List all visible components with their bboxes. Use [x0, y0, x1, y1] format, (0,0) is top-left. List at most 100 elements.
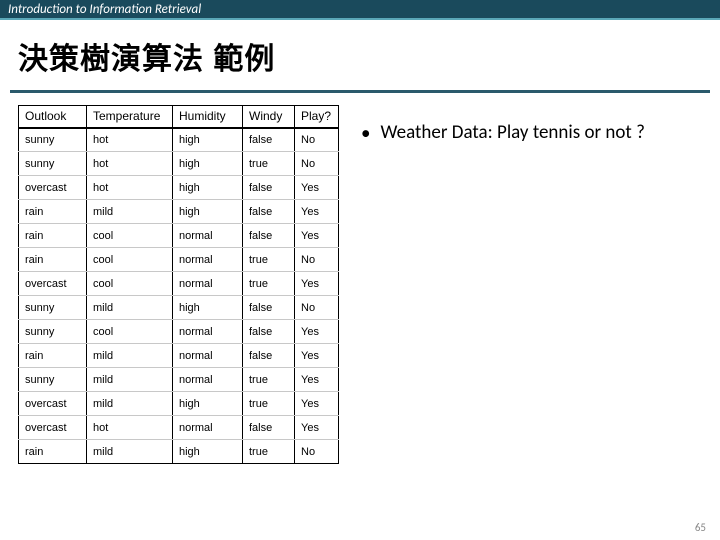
content-area: OutlookTemperatureHumidityWindyPlay? sun…	[0, 93, 720, 464]
table-cell: sunny	[19, 128, 87, 152]
table-cell: cool	[87, 224, 173, 248]
table-cell: normal	[173, 368, 243, 392]
table-cell: true	[243, 272, 295, 296]
table-cell: high	[173, 392, 243, 416]
table-row: sunnymildnormaltrueYes	[19, 368, 339, 392]
table-cell: Yes	[295, 344, 339, 368]
table-body: sunnyhothighfalseNosunnyhothightrueNoove…	[19, 128, 339, 464]
table-head: OutlookTemperatureHumidityWindyPlay?	[19, 106, 339, 128]
table-row: sunnycoolnormalfalseYes	[19, 320, 339, 344]
table-cell: false	[243, 200, 295, 224]
table-cell: normal	[173, 224, 243, 248]
table-row: overcasthotnormalfalseYes	[19, 416, 339, 440]
table-header-cell: Humidity	[173, 106, 243, 128]
table-cell: normal	[173, 272, 243, 296]
header-bar: Introduction to Information Retrieval	[0, 0, 720, 20]
table-cell: cool	[87, 272, 173, 296]
weather-table: OutlookTemperatureHumidityWindyPlay? sun…	[18, 105, 339, 464]
table-cell: No	[295, 296, 339, 320]
slide-title: 決策樹演算法 範例	[18, 34, 702, 78]
table-cell: sunny	[19, 368, 87, 392]
title-area: 決策樹演算法 範例	[0, 20, 720, 84]
table-cell: hot	[87, 416, 173, 440]
table-cell: rain	[19, 200, 87, 224]
table-cell: No	[295, 248, 339, 272]
table-cell: rain	[19, 248, 87, 272]
table-cell: overcast	[19, 272, 87, 296]
table-cell: true	[243, 248, 295, 272]
bullet-area: • Weather Data: Play tennis or not ?	[361, 105, 702, 464]
table-cell: hot	[87, 176, 173, 200]
table-cell: Yes	[295, 200, 339, 224]
bullet-item: • Weather Data: Play tennis or not ?	[361, 121, 702, 146]
table-cell: false	[243, 320, 295, 344]
table-cell: overcast	[19, 392, 87, 416]
table-cell: false	[243, 296, 295, 320]
table-cell: normal	[173, 248, 243, 272]
table-cell: Yes	[295, 392, 339, 416]
table-row: overcasthothighfalseYes	[19, 176, 339, 200]
table-cell: high	[173, 176, 243, 200]
table-header-cell: Windy	[243, 106, 295, 128]
table-cell: mild	[87, 200, 173, 224]
table-cell: cool	[87, 320, 173, 344]
table-cell: false	[243, 344, 295, 368]
bullet-dot-icon: •	[361, 121, 370, 146]
bullet-text: Weather Data: Play tennis or not ?	[380, 121, 644, 146]
table-cell: overcast	[19, 176, 87, 200]
table-row: raincoolnormaltrueNo	[19, 248, 339, 272]
table-cell: No	[295, 440, 339, 464]
table-cell: high	[173, 128, 243, 152]
table-row: sunnymildhighfalseNo	[19, 296, 339, 320]
table-header-cell: Outlook	[19, 106, 87, 128]
table-header-row: OutlookTemperatureHumidityWindyPlay?	[19, 106, 339, 128]
table-cell: hot	[87, 152, 173, 176]
table-row: rainmildhighfalseYes	[19, 200, 339, 224]
table-cell: sunny	[19, 152, 87, 176]
table-row: overcastmildhightrueYes	[19, 392, 339, 416]
table-cell: sunny	[19, 296, 87, 320]
table-row: raincoolnormalfalseYes	[19, 224, 339, 248]
table-cell: Yes	[295, 416, 339, 440]
table-cell: overcast	[19, 416, 87, 440]
table-cell: Yes	[295, 176, 339, 200]
table-cell: Yes	[295, 368, 339, 392]
page-number: 65	[695, 521, 706, 534]
table-cell: No	[295, 152, 339, 176]
table-cell: false	[243, 128, 295, 152]
table-row: rainmildnormalfalseYes	[19, 344, 339, 368]
weather-table-wrap: OutlookTemperatureHumidityWindyPlay? sun…	[18, 105, 339, 464]
table-cell: Yes	[295, 272, 339, 296]
table-cell: true	[243, 440, 295, 464]
table-cell: normal	[173, 416, 243, 440]
table-cell: high	[173, 440, 243, 464]
table-cell: high	[173, 296, 243, 320]
table-cell: true	[243, 368, 295, 392]
table-row: rainmildhightrueNo	[19, 440, 339, 464]
table-row: overcastcoolnormaltrueYes	[19, 272, 339, 296]
table-header-cell: Play?	[295, 106, 339, 128]
table-cell: mild	[87, 440, 173, 464]
table-row: sunnyhothightrueNo	[19, 152, 339, 176]
table-cell: hot	[87, 128, 173, 152]
table-cell: normal	[173, 344, 243, 368]
table-cell: false	[243, 224, 295, 248]
table-cell: Yes	[295, 224, 339, 248]
table-cell: rain	[19, 440, 87, 464]
table-cell: true	[243, 392, 295, 416]
table-cell: high	[173, 152, 243, 176]
table-cell: normal	[173, 320, 243, 344]
table-cell: rain	[19, 344, 87, 368]
table-cell: rain	[19, 224, 87, 248]
table-cell: mild	[87, 392, 173, 416]
header-text: Introduction to Information Retrieval	[8, 2, 201, 17]
table-cell: mild	[87, 368, 173, 392]
table-row: sunnyhothighfalseNo	[19, 128, 339, 152]
table-header-cell: Temperature	[87, 106, 173, 128]
table-cell: mild	[87, 296, 173, 320]
table-cell: No	[295, 128, 339, 152]
table-cell: sunny	[19, 320, 87, 344]
table-cell: Yes	[295, 320, 339, 344]
table-cell: cool	[87, 248, 173, 272]
table-cell: mild	[87, 344, 173, 368]
